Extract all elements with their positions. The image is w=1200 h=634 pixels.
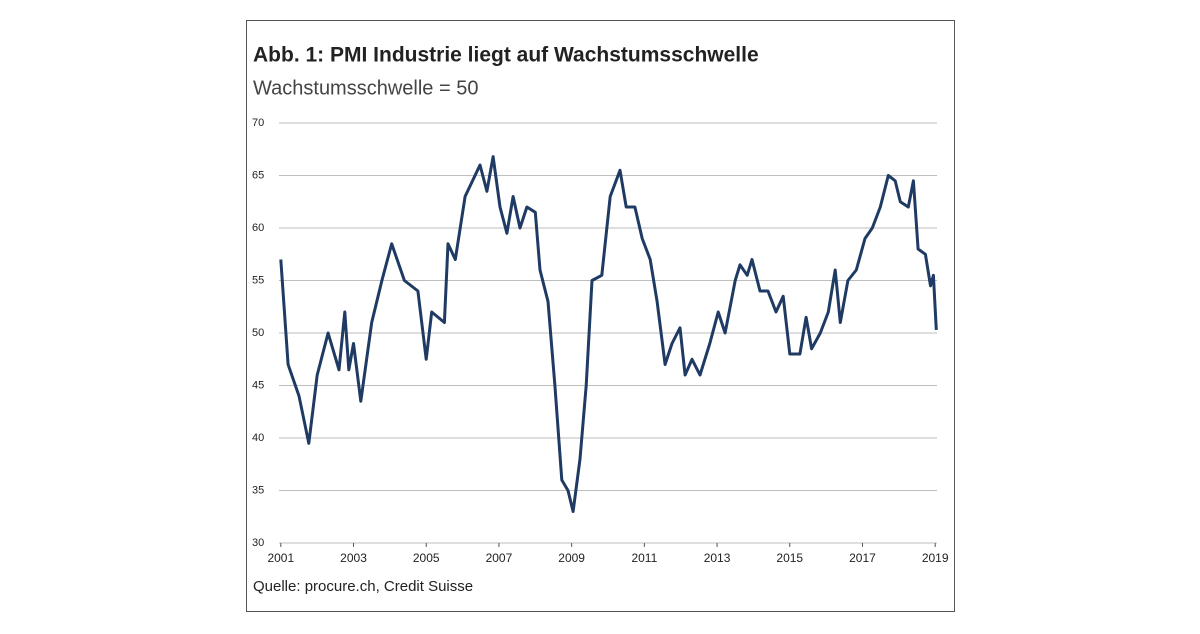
x-tick-label: 2001 [267,551,294,565]
chart-title: Abb. 1: PMI Industrie liegt auf Wachstum… [253,44,759,67]
x-tick-label: 2015 [776,551,803,565]
y-tick-label: 30 [252,537,264,549]
x-tick-label: 2007 [486,551,513,565]
chart-subtitle: Wachstumsschwelle = 50 [253,77,478,99]
x-tick-label: 2017 [849,551,876,565]
y-tick-label: 50 [252,327,264,339]
y-tick-label: 70 [252,117,264,129]
frame [246,20,955,612]
y-tick-label: 65 [252,169,264,181]
source: Quelle: procure.ch, Credit Suisse [253,578,473,595]
x-tick-label: 2013 [704,551,731,565]
y-tick-label: 60 [252,222,264,234]
y-tick-label: 35 [252,484,264,496]
x-tick-label: 2019 [922,551,949,565]
y-tick-label: 45 [252,379,264,391]
x-tick-label: 2009 [558,551,585,565]
line-series [279,155,938,513]
x-tick-label: 2003 [340,551,367,565]
y-tick-label: 55 [252,274,264,286]
y-tick-label: 40 [252,432,264,444]
x-tick-label: 2005 [413,551,440,565]
x-tick-label: 2011 [631,551,657,565]
